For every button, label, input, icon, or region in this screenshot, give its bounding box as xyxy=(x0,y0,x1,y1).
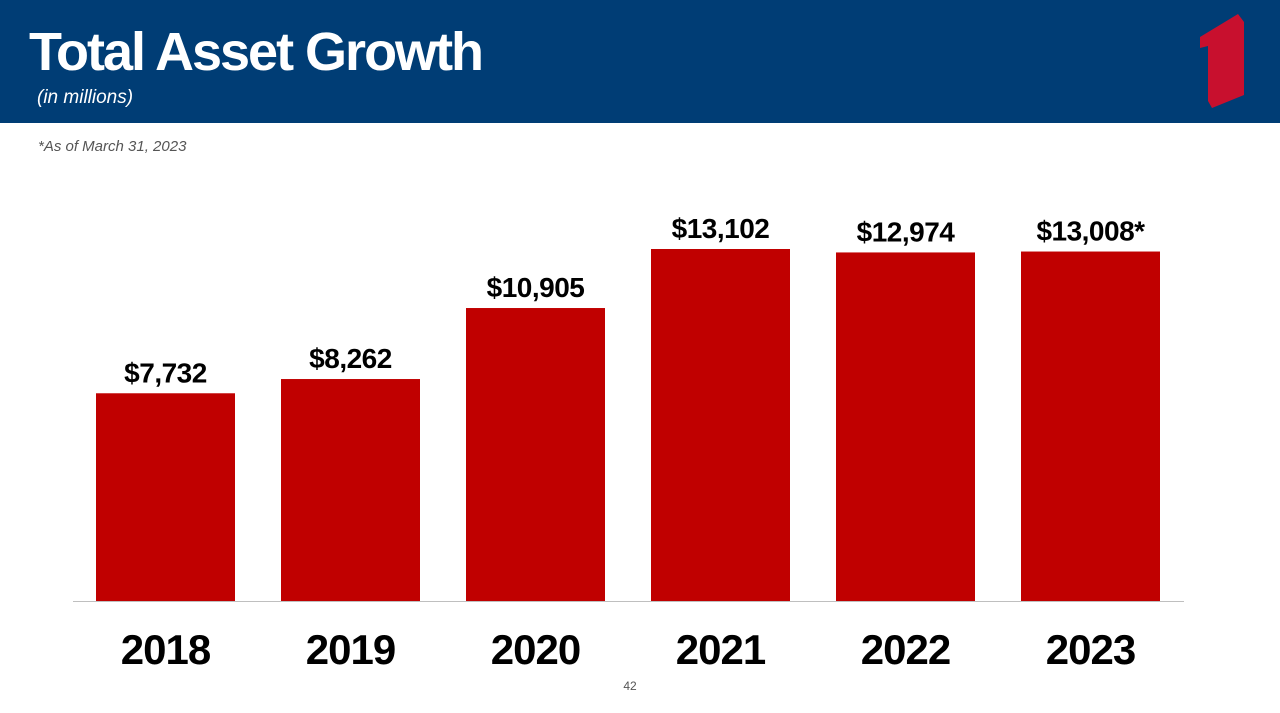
page-title: Total Asset Growth xyxy=(29,22,484,82)
x-tick-label-2018: 2018 xyxy=(121,626,211,673)
x-tick-label-2022: 2022 xyxy=(861,626,950,673)
bar-2020 xyxy=(466,308,605,601)
x-tick-label-2019: 2019 xyxy=(306,626,395,673)
page-number: 42 xyxy=(623,679,637,693)
data-label-2022: $12,974 xyxy=(857,216,956,247)
bar-2021 xyxy=(651,249,790,601)
bar-2023 xyxy=(1021,251,1160,601)
bar-2018 xyxy=(96,393,235,601)
header-band xyxy=(0,0,1280,123)
company-logo-icon xyxy=(1200,14,1244,108)
page-subtitle: (in millions) xyxy=(37,87,134,108)
data-label-2018: $7,732 xyxy=(124,357,207,388)
data-label-2023: $13,008* xyxy=(1036,216,1145,247)
footnote: *As of March 31, 2023 xyxy=(38,138,187,155)
data-label-2020: $10,905 xyxy=(487,272,585,303)
bar-2019 xyxy=(281,379,420,601)
data-label-2021: $13,102 xyxy=(672,213,770,244)
bar-2022 xyxy=(836,252,975,602)
data-label-2019: $8,262 xyxy=(309,343,392,374)
x-tick-label-2023: 2023 xyxy=(1046,626,1135,673)
x-tick-label-2020: 2020 xyxy=(491,626,580,673)
x-tick-label-2021: 2021 xyxy=(676,626,766,673)
